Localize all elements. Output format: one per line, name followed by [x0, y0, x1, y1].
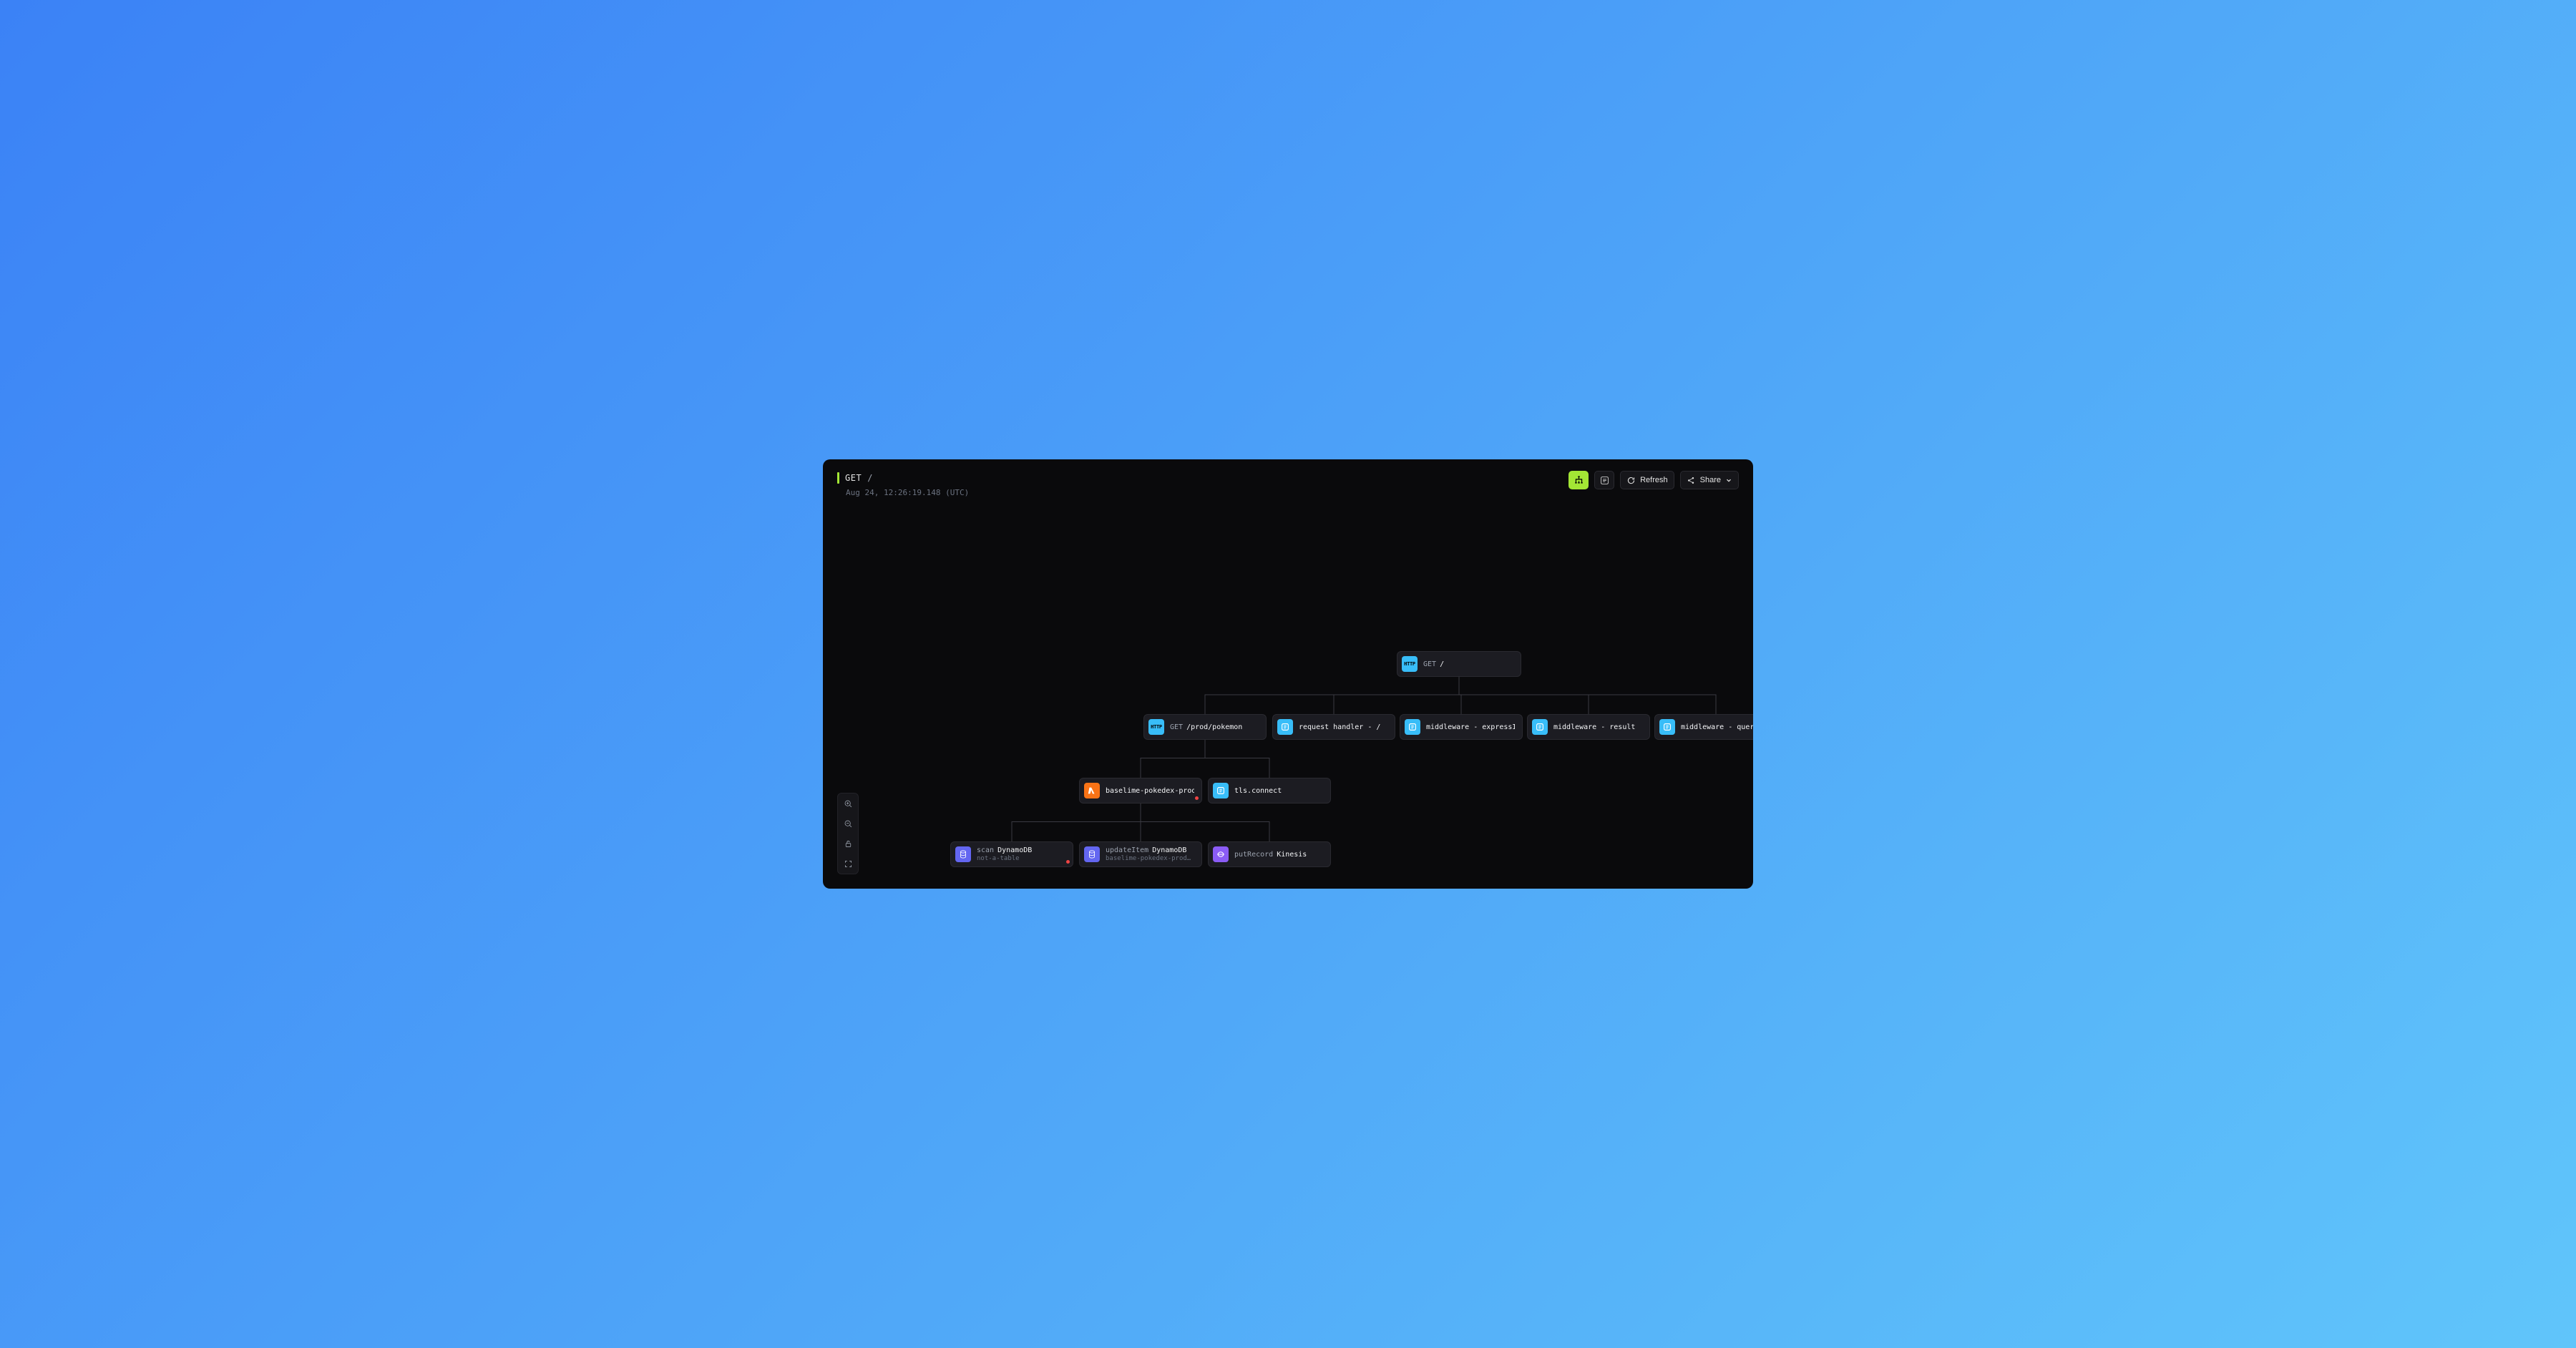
expand-icon [844, 859, 853, 869]
zoom-out-icon [844, 819, 853, 829]
generic-icon [1659, 719, 1675, 735]
generic-icon [1213, 783, 1229, 798]
dynamo-icon [955, 846, 971, 862]
zoom-out-button[interactable] [838, 814, 858, 834]
trace-node-reqh[interactable]: request handler - / [1272, 714, 1395, 740]
trace-node-lam[interactable]: baselime-pokedex-prod-poked… [1079, 778, 1202, 804]
generic-icon [1405, 719, 1420, 735]
trace-node-mwq[interactable]: middleware - query [1654, 714, 1753, 740]
trace-node-mwres[interactable]: middleware - result [1527, 714, 1650, 740]
trace-node-root[interactable]: HTTP GET/ [1397, 651, 1521, 677]
kinesis-icon [1213, 846, 1229, 862]
trace-node-prod[interactable]: HTTP GET/prod/pokemon [1143, 714, 1267, 740]
fit-button[interactable] [838, 854, 858, 874]
error-indicator [1066, 860, 1070, 864]
lock-icon [844, 839, 853, 849]
trace-node-scan[interactable]: scanDynamoDBnot-a-table [950, 841, 1073, 867]
dynamo-icon [1084, 846, 1100, 862]
generic-icon [1532, 719, 1548, 735]
http-icon: HTTP [1402, 656, 1418, 672]
edge [1334, 675, 1459, 714]
error-indicator [1195, 796, 1199, 800]
trace-node-mwex[interactable]: middleware - expressInit [1400, 714, 1523, 740]
edge [1141, 802, 1269, 841]
generic-icon [1277, 719, 1293, 735]
zoom-toolbar [837, 793, 859, 874]
zoom-in-icon [844, 799, 853, 809]
trace-node-tls[interactable]: tls.connect [1208, 778, 1331, 804]
edge [1141, 738, 1205, 778]
edge-layer [823, 459, 1753, 889]
edge [1459, 675, 1716, 714]
lock-button[interactable] [838, 834, 858, 854]
edge [1012, 802, 1141, 841]
trace-node-kin[interactable]: putRecordKinesis [1208, 841, 1331, 867]
trace-node-upd[interactable]: updateItemDynamoDBbaselime-pokedex-prod-… [1079, 841, 1202, 867]
http-icon: HTTP [1148, 719, 1164, 735]
lambda-icon [1084, 783, 1100, 798]
trace-panel: GET / Aug 24, 12:26:19.148 (UTC) Refresh… [823, 459, 1753, 889]
zoom-in-button[interactable] [838, 793, 858, 814]
edge [1205, 738, 1269, 778]
